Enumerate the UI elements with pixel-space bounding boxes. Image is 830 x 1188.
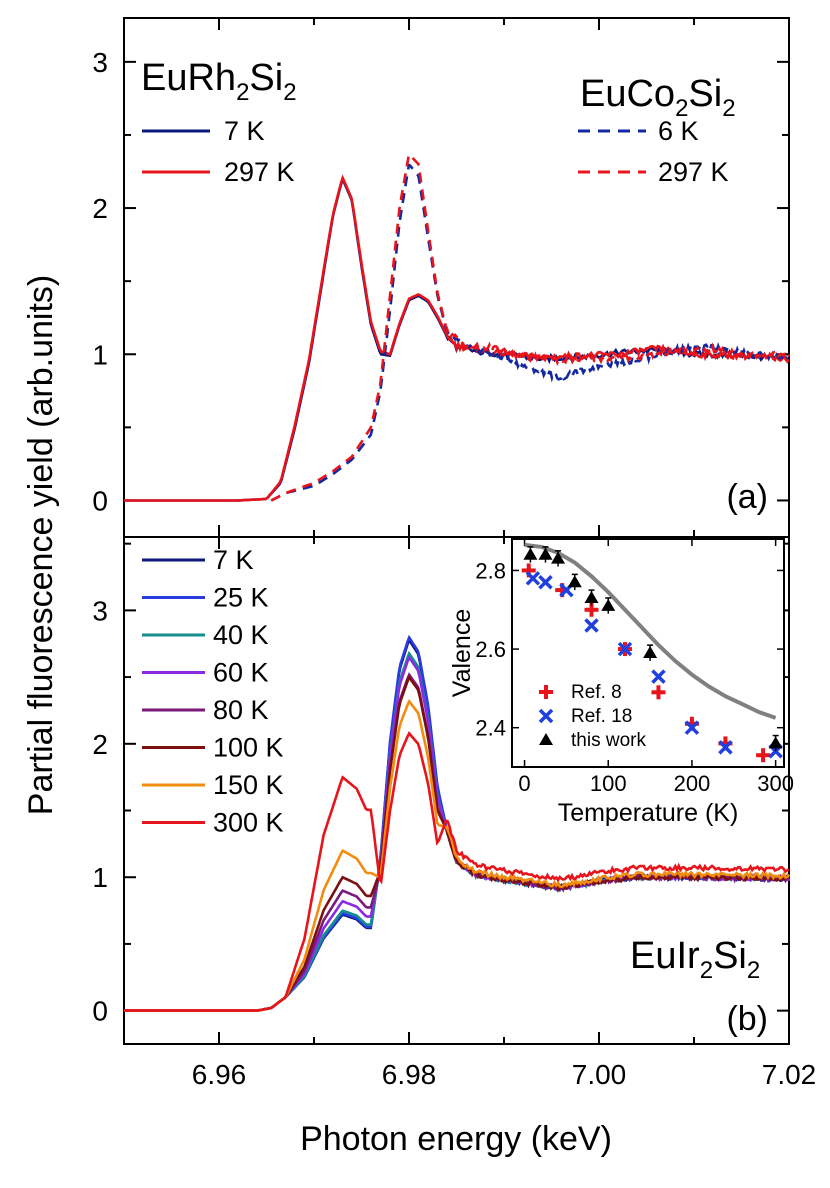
y-tick-label-a: 2 <box>92 193 108 224</box>
inset-fit-curve <box>524 542 777 720</box>
panel-a-legend: 7 K 297 K 6 K 297 K <box>142 116 729 187</box>
valence-inset: 0 100 200 300 2.4 2.6 2.8 Temperature (K) Valenc… <box>448 538 794 827</box>
inset-x-title: Temperature (K) <box>558 799 739 827</box>
inset-legend-label: Ref. 8 <box>571 682 622 703</box>
panel-a-series-line <box>270 152 791 502</box>
inset-point-ref8 <box>756 748 771 763</box>
inset-x-tick-label: 100 <box>590 771 627 796</box>
compound-label-co: EuCo2Si2 <box>580 73 736 122</box>
y-tick-label-b: 2 <box>92 729 108 760</box>
y-tick-label-a: 3 <box>92 47 108 78</box>
y-tick-label-b: 0 <box>92 996 108 1027</box>
inset-x-tick-label: 0 <box>518 771 530 796</box>
panel-a-series <box>124 152 791 502</box>
legend-label: 100 K <box>213 733 284 763</box>
legend-label: 7 K <box>224 116 265 146</box>
panel-a-series-line <box>124 174 790 502</box>
inset-y-tick-label: 2.6 <box>475 637 506 662</box>
x-tick-label: 6.98 <box>382 1059 437 1090</box>
x-tick-label: 6.96 <box>192 1059 247 1090</box>
inset-point-ref18 <box>584 618 599 633</box>
panel-a-label: (a) <box>726 478 768 516</box>
y-axis-title: Partial fluorescence yield (arb.units) <box>22 275 60 815</box>
inset-point-ref18 <box>538 575 553 590</box>
inset-point-this-work <box>567 575 582 588</box>
inset-x-tick-label: 300 <box>757 771 794 796</box>
inset-point-this-work <box>584 590 599 603</box>
inset-y-tick-label: 2.8 <box>475 558 506 583</box>
legend-label: 80 K <box>213 695 269 725</box>
x-axis-ticks: 6.96 6.98 7.00 7.02 <box>123 18 817 1090</box>
inset-legend-label: Ref. 18 <box>571 706 632 727</box>
legend-label: 40 K <box>213 620 269 650</box>
legend-label: 297 K <box>224 157 295 187</box>
inset-point-this-work <box>643 646 658 658</box>
panel-b-label: (b) <box>726 1000 768 1038</box>
x-axis-title: Photon energy (keV) <box>300 1120 612 1158</box>
y-tick-label-b: 3 <box>92 595 108 626</box>
y-tick-label-b: 1 <box>92 862 108 893</box>
inset-point-this-work <box>538 547 553 560</box>
legend-label: 25 K <box>213 583 269 613</box>
inset-point-ref18 <box>684 720 700 735</box>
inset-point-this-work <box>601 598 616 611</box>
inset-point-this-work <box>551 551 566 564</box>
inset-x-tick-label: 200 <box>674 771 711 796</box>
inset-point-ref18 <box>538 708 554 724</box>
inset-point-this-work <box>768 736 783 749</box>
y-tick-label-a: 0 <box>92 485 108 516</box>
inset-point-ref18 <box>617 641 633 657</box>
x-tick-label: 7.00 <box>572 1059 627 1090</box>
y-tick-label-a: 1 <box>92 339 108 370</box>
x-tick-label: 7.02 <box>762 1059 817 1090</box>
inset-point-ref18 <box>525 571 541 586</box>
panel-a-series-line <box>270 162 790 502</box>
panel-b-frame <box>123 536 790 1045</box>
inset-y-tick-label: 2.4 <box>475 716 506 741</box>
panel-b-y-ticks: 0 1 2 3 <box>92 542 789 1027</box>
inset-point-this-work <box>523 547 538 560</box>
legend-label: 297 K <box>658 157 729 187</box>
legend-label: 300 K <box>213 808 284 838</box>
inset-y-title: Valence <box>448 609 476 698</box>
legend-label: 6 K <box>658 116 699 146</box>
inset-point-ref18 <box>718 740 733 755</box>
legend-label: 7 K <box>213 545 254 575</box>
inset-point-ref18 <box>651 669 666 684</box>
compound-label-rh: EuRh2Si2 <box>141 57 297 106</box>
panel-b-legend: 7 K 25 K 40 K 60 K 80 K 100 K 150 K 300 K <box>142 545 284 838</box>
panel-b-series <box>124 634 791 1012</box>
inset-legend-label: this work <box>571 730 646 751</box>
inset-point-ref8 <box>651 685 666 700</box>
compound-label-ir: EuIr2Si2 <box>630 935 760 984</box>
inset-point-ref8 <box>539 685 553 699</box>
legend-label: 60 K <box>213 658 269 688</box>
panel-a-y-ticks: 0 1 2 3 <box>92 47 789 516</box>
panel-b-series-line <box>124 731 790 1012</box>
legend-label: 150 K <box>213 770 284 800</box>
inset-point-this-work <box>539 733 553 745</box>
